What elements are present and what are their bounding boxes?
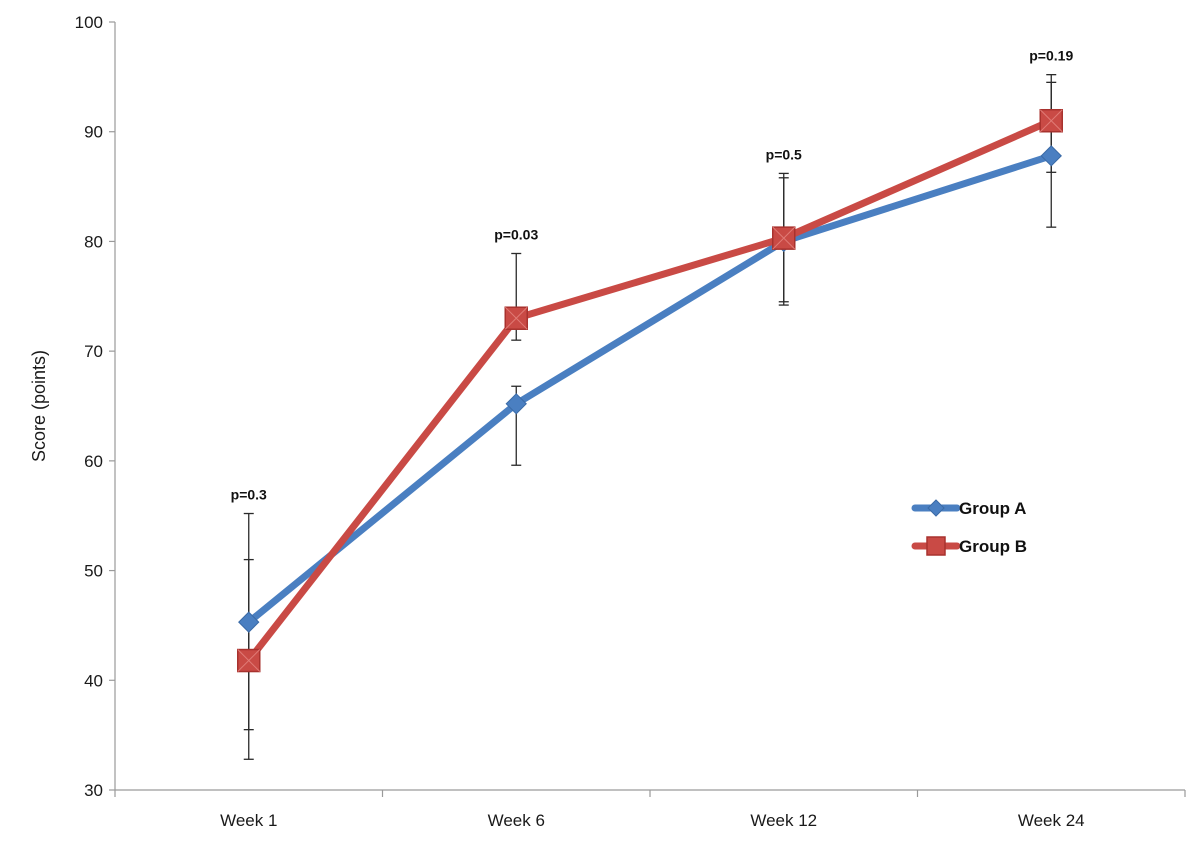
series-line-group-b: [245, 117, 1055, 665]
p-value-label: p=0.3: [231, 487, 267, 503]
data-point-group-a: [238, 611, 260, 633]
data-point-group-b-shade: [504, 306, 528, 330]
x-axis-ticks: Week 1 Week 6 Week 12 Week 24: [114, 790, 1186, 830]
y-tick-label: 30: [84, 781, 103, 800]
series-line-group-a: [245, 152, 1055, 626]
data-point-group-a: [1040, 145, 1062, 167]
data-point-group-b-shade: [237, 649, 261, 672]
p-value-annotations: p=0.3 p=0.03 p=0.5 p=0.19: [231, 48, 1074, 503]
series-markers: [237, 108, 1063, 673]
series-lines: [245, 117, 1055, 665]
data-point-group-a: [505, 393, 527, 415]
x-tick-label: Week 12: [750, 811, 817, 830]
axes: [114, 22, 1185, 791]
legend: Group A Group B: [911, 499, 1027, 556]
y-tick-label: 100: [75, 13, 103, 32]
y-tick-label: 80: [84, 232, 103, 251]
y-tick-label: 70: [84, 342, 103, 361]
x-tick-label: Week 6: [488, 811, 545, 830]
y-axis-title: Score (points): [29, 350, 49, 462]
data-point-group-b-shade: [772, 226, 796, 250]
y-tick-label: 60: [84, 452, 103, 471]
legend-label: Group B: [959, 537, 1027, 556]
data-point-group-b-shade: [1039, 109, 1063, 133]
legend-marker: [926, 536, 946, 556]
p-value-label: p=0.5: [766, 146, 802, 162]
error-bars: [243, 74, 1057, 760]
y-axis-ticks: 30 40 50 60 70 80 90 100: [75, 13, 115, 800]
y-tick-label: 50: [84, 562, 103, 581]
x-tick-label: Week 24: [1018, 811, 1085, 830]
legend-label: Group A: [959, 499, 1026, 518]
p-value-label: p=0.03: [494, 226, 538, 242]
x-tick-label: Week 1: [220, 811, 277, 830]
legend-marker: [927, 499, 945, 517]
y-tick-label: 40: [84, 671, 103, 690]
y-tick-label: 90: [84, 123, 103, 142]
p-value-label: p=0.19: [1029, 48, 1073, 64]
